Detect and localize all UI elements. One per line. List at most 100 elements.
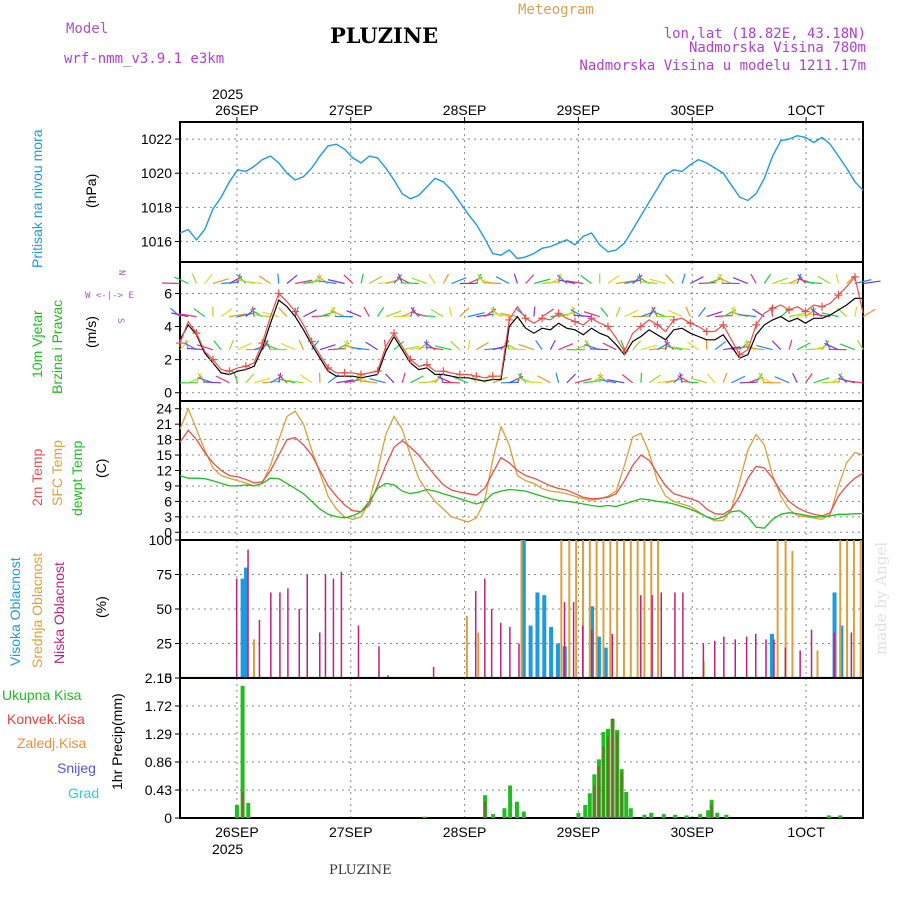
wind-compass: N W <-|-> E S bbox=[85, 270, 134, 323]
wind-gust-marker bbox=[455, 370, 464, 379]
wind-barb bbox=[434, 373, 443, 384]
wind-barb bbox=[757, 376, 773, 384]
wind-barb bbox=[448, 306, 453, 317]
cloud-low-bar bbox=[591, 629, 593, 678]
wind-barb bbox=[583, 379, 601, 384]
cloud-ytick-label: 50 bbox=[156, 601, 172, 617]
cloud-low-bar bbox=[247, 549, 249, 678]
wind-gust-marker bbox=[686, 319, 695, 328]
cloud-low-bar bbox=[833, 632, 836, 678]
wind-barb bbox=[673, 373, 684, 384]
wind-barb bbox=[495, 276, 510, 285]
wind-gust-marker bbox=[571, 317, 580, 326]
wind-barb bbox=[467, 312, 485, 318]
wind-barb bbox=[258, 275, 271, 285]
cloud-mid-bar bbox=[609, 540, 612, 678]
wind-barb bbox=[203, 381, 222, 384]
wind-barb bbox=[615, 306, 621, 317]
wind-barb bbox=[788, 339, 793, 350]
wind-barb bbox=[602, 342, 617, 351]
wind-barb bbox=[690, 377, 707, 384]
precip-total-bar bbox=[508, 785, 513, 818]
cloud-mid-bar bbox=[588, 540, 591, 678]
precip-conv-bar bbox=[484, 801, 487, 818]
wind-barb bbox=[648, 374, 661, 384]
pressure-panel: 1016 1018 1020 1022 bbox=[141, 121, 864, 263]
cloud-low-bar bbox=[324, 574, 327, 678]
cloud-low-bar bbox=[518, 643, 520, 678]
cloud-ytick-label: 100 bbox=[149, 532, 173, 548]
cloud-high-bar bbox=[240, 578, 245, 678]
cloud-low-bar bbox=[745, 636, 748, 678]
cloud-mid-bar bbox=[602, 540, 605, 678]
cloud-low-bar bbox=[581, 625, 584, 678]
bottom-day-label: 29SEP bbox=[557, 824, 601, 840]
wind-gust-marker bbox=[801, 307, 810, 316]
wind-barb bbox=[507, 348, 526, 351]
temp-sfc-line bbox=[179, 406, 864, 523]
wind-barb bbox=[706, 311, 723, 318]
precip-total-bar bbox=[422, 816, 427, 818]
wind-gust-marker bbox=[735, 350, 744, 359]
precip-total-bar bbox=[661, 814, 666, 818]
cloud-low-bar bbox=[306, 574, 308, 678]
wind-barb bbox=[411, 277, 428, 285]
wind-barb bbox=[245, 307, 256, 318]
wind-barb bbox=[580, 275, 592, 284]
wind-barb bbox=[365, 341, 378, 351]
cloud-low-bar bbox=[340, 571, 343, 678]
wind-barb bbox=[796, 342, 811, 351]
wind-barb bbox=[253, 377, 271, 384]
wind-gust-marker bbox=[472, 372, 481, 381]
wind-gust-marker bbox=[587, 314, 596, 323]
wind-barb bbox=[555, 372, 560, 383]
cloud-ytick-label: 75 bbox=[156, 567, 172, 583]
wind-barb bbox=[285, 379, 304, 384]
wind-ytick-label: 2 bbox=[164, 352, 172, 368]
wind-barb bbox=[665, 274, 675, 284]
cloud-mid-bar bbox=[568, 540, 571, 678]
wind-barb bbox=[805, 373, 813, 384]
wind-barb bbox=[556, 274, 568, 284]
cloud-high-bar bbox=[535, 592, 540, 678]
wind-gust-marker bbox=[274, 289, 283, 298]
precip-total-bar bbox=[698, 814, 703, 818]
wind-barb bbox=[410, 375, 424, 384]
cloud-low-bar bbox=[500, 622, 502, 678]
wind-barb bbox=[854, 306, 858, 317]
wind-gust-marker bbox=[538, 314, 547, 323]
cloud-low-bar bbox=[332, 578, 335, 678]
cloud-high-bar bbox=[521, 540, 526, 678]
wind-barb bbox=[772, 277, 788, 285]
temp-ytick-label: 24 bbox=[156, 401, 172, 417]
wind-gust-marker bbox=[192, 329, 201, 338]
cloud-mid-bar bbox=[816, 650, 819, 678]
precip-legend: Ukupna Kisa Konvek.Kisa Zaledj.Kisa Snij… bbox=[2, 687, 99, 801]
temp-ytick-label: 9 bbox=[164, 478, 172, 494]
wind-barb bbox=[311, 274, 323, 284]
wind-barb bbox=[706, 373, 716, 384]
cloud-low-bar bbox=[734, 639, 737, 678]
precip-total-bar bbox=[514, 801, 519, 818]
wind-barb bbox=[303, 309, 317, 318]
precip-conv-bar bbox=[602, 746, 605, 818]
temp-ytick-label: 15 bbox=[156, 447, 172, 463]
wind-barb bbox=[854, 279, 872, 285]
wind-barb bbox=[558, 343, 574, 351]
cloud-low-bar bbox=[765, 639, 767, 678]
wind-barb bbox=[664, 339, 669, 350]
precip-ytick-label: 0.43 bbox=[145, 782, 172, 798]
precip-conv-bar bbox=[620, 772, 623, 818]
temp-ytick-label: 0 bbox=[164, 524, 172, 540]
precip-total-bar bbox=[724, 814, 729, 818]
cloud-ytick-label: 0 bbox=[164, 670, 172, 686]
wind-barb bbox=[824, 342, 839, 351]
legend-total-rain: Ukupna Kisa bbox=[2, 687, 82, 703]
wind-barb bbox=[863, 280, 881, 285]
wind-barb bbox=[278, 372, 282, 383]
wind-gust-marker bbox=[422, 360, 431, 369]
top-day-label: 28SEP bbox=[443, 102, 487, 118]
wind-barb bbox=[430, 308, 444, 318]
cloud-mid-bar bbox=[776, 540, 779, 678]
wind-barb bbox=[558, 311, 576, 318]
